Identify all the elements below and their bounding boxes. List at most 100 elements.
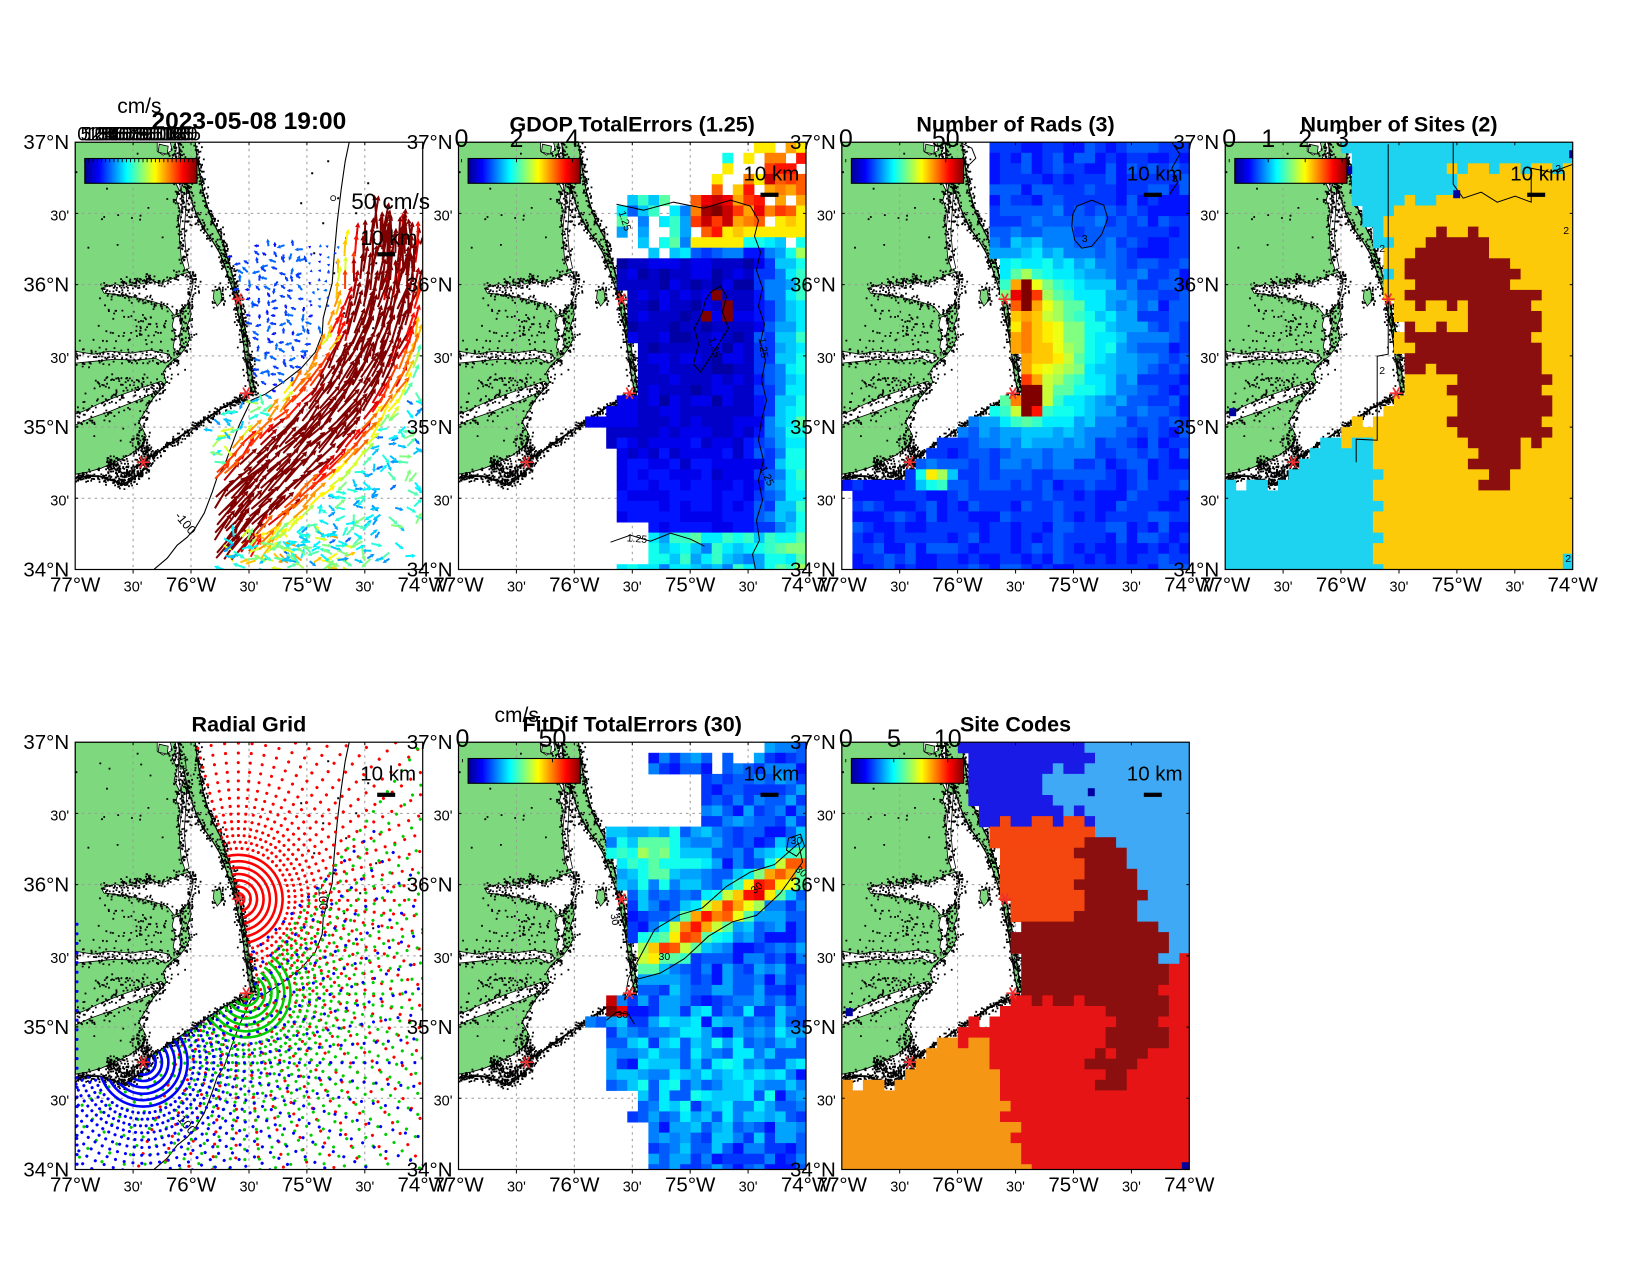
svg-text:40: 40 — [105, 125, 126, 146]
svg-text:65: 65 — [122, 125, 143, 146]
svg-text:74°W: 74°W — [1164, 574, 1215, 597]
svg-text:75°W: 75°W — [282, 1174, 333, 1197]
svg-text:0: 0 — [1222, 125, 1236, 153]
svg-text:0: 0 — [839, 125, 853, 153]
svg-text:30': 30' — [434, 808, 453, 824]
svg-text:34°N: 34°N — [790, 559, 836, 582]
svg-text:2: 2 — [1563, 225, 1569, 237]
svg-text:1.25: 1.25 — [756, 337, 771, 359]
svg-text:1.25: 1.25 — [706, 336, 723, 359]
svg-text:37°N: 37°N — [23, 131, 69, 154]
svg-text:76°W: 76°W — [166, 574, 217, 597]
svg-text:37°N: 37°N — [23, 731, 69, 754]
svg-text:35°N: 35°N — [23, 416, 69, 439]
svg-text:Site Codes: Site Codes — [960, 713, 1071, 737]
svg-text:30: 30 — [617, 1009, 629, 1021]
svg-text:45: 45 — [108, 125, 129, 146]
svg-text:30: 30 — [659, 951, 671, 963]
svg-text:36°N: 36°N — [790, 274, 836, 297]
svg-text:125: 125 — [162, 125, 194, 146]
svg-text:30': 30' — [817, 493, 836, 509]
svg-text:74°W: 74°W — [398, 1174, 449, 1197]
svg-text:74°W: 74°W — [781, 574, 832, 597]
svg-text:77°W: 77°W — [1200, 574, 1251, 597]
svg-text:34°N: 34°N — [407, 1159, 453, 1182]
svg-text:0: 0 — [839, 725, 853, 753]
svg-text:120: 120 — [159, 125, 191, 146]
svg-text:0: 0 — [456, 725, 470, 753]
svg-text:30': 30' — [817, 1093, 836, 1109]
svg-text:30': 30' — [434, 493, 453, 509]
svg-text:2023-05-08 19:00: 2023-05-08 19:00 — [152, 108, 347, 135]
svg-text:30': 30' — [1200, 493, 1219, 509]
svg-text:0: 0 — [455, 125, 469, 153]
svg-text:34°N: 34°N — [1173, 559, 1219, 582]
svg-text:36°N: 36°N — [407, 274, 453, 297]
svg-text:4: 4 — [566, 125, 580, 153]
svg-text:37°N: 37°N — [1173, 131, 1219, 154]
svg-text:75: 75 — [128, 125, 149, 146]
svg-text:76°W: 76°W — [932, 1174, 983, 1197]
svg-text:77°W: 77°W — [50, 574, 101, 597]
svg-text:30': 30' — [1200, 351, 1219, 367]
svg-text:36°N: 36°N — [407, 874, 453, 897]
svg-text:75°W: 75°W — [665, 574, 716, 597]
svg-text:135: 135 — [169, 125, 201, 146]
svg-text:70: 70 — [125, 125, 146, 146]
svg-text:2: 2 — [1555, 163, 1561, 175]
svg-text:30': 30' — [50, 208, 69, 224]
svg-text:1.25: 1.25 — [626, 532, 648, 546]
svg-text:10 km: 10 km — [360, 763, 416, 786]
svg-text:10 km: 10 km — [1127, 163, 1183, 186]
svg-text:2: 2 — [1379, 365, 1385, 377]
svg-text:30': 30' — [239, 1180, 258, 1196]
svg-text:30': 30' — [50, 351, 69, 367]
svg-text:76°W: 76°W — [1316, 574, 1367, 597]
svg-text:76°W: 76°W — [549, 574, 600, 597]
svg-text:35°N: 35°N — [407, 1016, 453, 1039]
svg-text:30': 30' — [1122, 1180, 1141, 1196]
svg-text:34°N: 34°N — [23, 559, 69, 582]
svg-text:-100: -100 — [315, 885, 330, 911]
svg-text:37°N: 37°N — [407, 131, 453, 154]
svg-text:35°N: 35°N — [790, 1016, 836, 1039]
svg-text:GDOP TotalErrors (1.25): GDOP TotalErrors (1.25) — [510, 113, 755, 137]
svg-text:90: 90 — [139, 125, 160, 146]
svg-text:35°N: 35°N — [407, 416, 453, 439]
svg-text:30': 30' — [623, 1180, 642, 1196]
svg-text:50 cm/s: 50 cm/s — [351, 189, 430, 214]
svg-text:34°N: 34°N — [790, 1159, 836, 1182]
svg-text:30': 30' — [50, 493, 69, 509]
svg-text:30': 30' — [623, 580, 642, 596]
svg-text:30': 30' — [1200, 208, 1219, 224]
svg-text:Radial Grid: Radial Grid — [192, 713, 307, 737]
svg-text:3: 3 — [1335, 125, 1349, 153]
svg-text:30': 30' — [1006, 580, 1025, 596]
svg-text:30': 30' — [890, 580, 909, 596]
svg-text:30': 30' — [890, 1180, 909, 1196]
svg-text:50: 50 — [111, 125, 132, 146]
svg-text:30': 30' — [434, 351, 453, 367]
svg-text:30: 30 — [608, 913, 622, 927]
svg-text:5: 5 — [887, 725, 901, 753]
svg-text:60: 60 — [118, 125, 139, 146]
svg-text:35°N: 35°N — [1173, 416, 1219, 439]
svg-text:80: 80 — [132, 125, 153, 146]
svg-text:77°W: 77°W — [50, 1174, 101, 1197]
svg-text:30': 30' — [1122, 580, 1141, 596]
svg-text:74°W: 74°W — [1164, 1174, 1215, 1197]
svg-text:30': 30' — [50, 1093, 69, 1109]
svg-text:30': 30' — [124, 580, 143, 596]
svg-text:37°N: 37°N — [407, 731, 453, 754]
svg-text:10: 10 — [84, 125, 105, 146]
svg-text:cm/s: cm/s — [117, 95, 161, 118]
svg-text:75°W: 75°W — [1048, 1174, 1099, 1197]
svg-text:Number of Sites (2): Number of Sites (2) — [1300, 113, 1497, 137]
svg-text:37°N: 37°N — [790, 131, 836, 154]
svg-text:10 km: 10 km — [1127, 763, 1183, 786]
svg-text:30': 30' — [50, 808, 69, 824]
svg-text:30': 30' — [507, 580, 526, 596]
svg-text:85: 85 — [135, 125, 156, 146]
svg-text:2: 2 — [510, 125, 524, 153]
svg-text:77°W: 77°W — [817, 1174, 868, 1197]
